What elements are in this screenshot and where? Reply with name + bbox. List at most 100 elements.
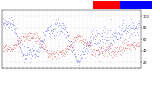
- Point: [5, 24, 7, 26]
- Point: [46, 51, 48, 53]
- Point: [26, 35, 29, 36]
- Point: [28, 54, 31, 55]
- Point: [65, 36, 68, 38]
- Point: [112, 48, 115, 49]
- Point: [25, 35, 27, 37]
- Point: [129, 44, 132, 46]
- Point: [75, 36, 78, 37]
- Point: [117, 38, 120, 40]
- Point: [75, 38, 78, 39]
- Point: [22, 35, 24, 36]
- Point: [44, 31, 47, 32]
- Point: [89, 48, 92, 50]
- Point: [99, 33, 101, 35]
- Point: [95, 50, 98, 52]
- Point: [78, 35, 81, 37]
- Point: [8, 49, 11, 50]
- Point: [107, 49, 110, 50]
- Point: [62, 49, 65, 51]
- Point: [56, 50, 59, 51]
- Point: [94, 34, 96, 35]
- Point: [73, 39, 76, 40]
- Point: [72, 38, 75, 39]
- Point: [7, 45, 9, 47]
- Point: [48, 35, 50, 37]
- Point: [94, 49, 97, 51]
- Point: [8, 53, 10, 55]
- Point: [7, 48, 9, 49]
- Point: [58, 51, 60, 53]
- Point: [52, 28, 55, 30]
- Point: [134, 44, 136, 46]
- Point: [136, 45, 139, 47]
- Point: [56, 56, 58, 57]
- Point: [67, 35, 69, 36]
- Point: [118, 48, 120, 49]
- Point: [136, 31, 138, 32]
- Point: [88, 40, 91, 41]
- Point: [24, 38, 27, 40]
- Point: [48, 49, 51, 50]
- Point: [10, 48, 12, 49]
- Point: [68, 45, 70, 47]
- Point: [113, 54, 115, 55]
- Point: [111, 45, 113, 46]
- Point: [98, 51, 101, 52]
- Point: [65, 37, 67, 38]
- Point: [31, 47, 34, 48]
- Point: [10, 50, 13, 52]
- Point: [22, 54, 24, 56]
- Point: [49, 25, 52, 27]
- Point: [41, 44, 43, 45]
- Point: [19, 41, 21, 42]
- Point: [72, 39, 75, 40]
- Point: [86, 44, 89, 45]
- Point: [130, 44, 133, 45]
- Point: [85, 44, 88, 45]
- Point: [20, 32, 23, 34]
- Point: [61, 55, 64, 56]
- Point: [120, 29, 123, 31]
- Point: [83, 38, 86, 40]
- Point: [137, 23, 139, 24]
- Point: [27, 46, 29, 47]
- Point: [41, 40, 43, 42]
- Point: [123, 30, 125, 31]
- Point: [26, 38, 29, 39]
- Point: [122, 39, 125, 40]
- Point: [106, 51, 109, 52]
- Point: [26, 35, 28, 37]
- Point: [98, 53, 100, 54]
- Point: [118, 48, 120, 49]
- Point: [16, 44, 19, 45]
- Point: [72, 48, 75, 50]
- Point: [35, 54, 37, 56]
- Point: [82, 43, 84, 44]
- Point: [82, 47, 85, 48]
- Point: [10, 23, 12, 24]
- Point: [15, 44, 17, 46]
- Point: [103, 55, 106, 57]
- Point: [16, 42, 19, 44]
- Point: [30, 32, 32, 34]
- Point: [64, 48, 66, 49]
- Point: [3, 25, 5, 26]
- Point: [106, 46, 108, 48]
- Point: [126, 44, 128, 46]
- Point: [22, 62, 25, 63]
- Point: [128, 34, 131, 36]
- Point: [27, 54, 30, 55]
- Point: [135, 43, 137, 44]
- Point: [88, 43, 90, 45]
- Point: [115, 55, 117, 57]
- Point: [12, 28, 15, 30]
- Point: [69, 45, 72, 46]
- Point: [131, 25, 134, 26]
- Point: [3, 22, 6, 24]
- Point: [108, 52, 110, 53]
- Point: [69, 40, 72, 42]
- Point: [69, 40, 72, 42]
- Point: [129, 26, 132, 28]
- Point: [73, 53, 76, 54]
- Point: [103, 49, 105, 50]
